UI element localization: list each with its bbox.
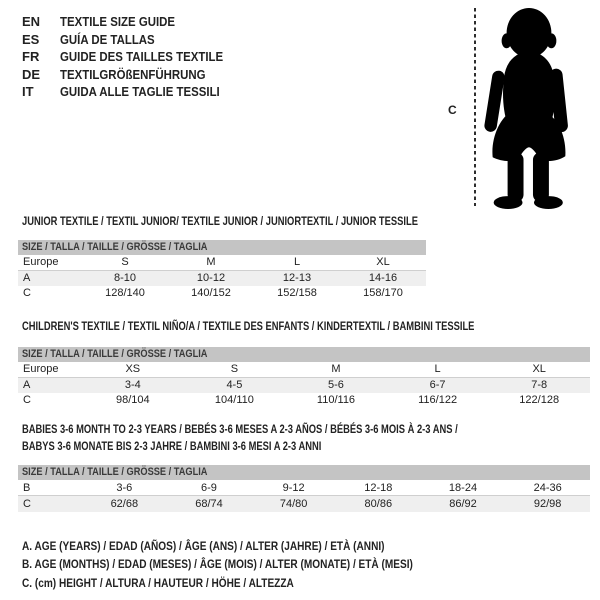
table-cell: 128/140: [105, 287, 145, 299]
table-cell: 3-4: [124, 378, 141, 391]
language-title: GUIDE DES TAILLES TEXTILE: [60, 49, 224, 64]
table-cell: 152/158: [277, 287, 317, 299]
table-cell: 3-6: [116, 482, 133, 494]
table-cell: S: [230, 363, 239, 375]
table-cell: 9-12: [282, 482, 305, 494]
table-cell: 98/104: [115, 394, 150, 406]
row-label: A: [23, 378, 31, 391]
table-cell: 80/86: [364, 498, 393, 510]
children-size-table: SIZE / TALLA / TAILLE / GRÖSSE / TAGLIA …: [18, 347, 590, 409]
table-cell: 5-6: [328, 378, 344, 391]
height-dashed-line: [474, 8, 476, 206]
table-cell: L: [434, 363, 441, 375]
language-code: ES: [22, 31, 40, 47]
table-cell: 62/68: [110, 498, 139, 510]
junior-size-table: SIZE / TALLA / TAILLE / GRÖSSE / TAGLIA …: [18, 240, 426, 302]
footnote-b: B. AGE (MONTHS) / EDAD (MESES) / ÂGE (MO…: [22, 557, 413, 572]
height-c-label: C: [448, 103, 457, 117]
row-label: A: [23, 271, 31, 284]
table-cell: S: [121, 256, 129, 268]
table-row: Europe S M L XL: [18, 255, 426, 271]
children-table-title: CHILDREN'S TEXTILE / TEXTIL NIÑO/A / TEX…: [22, 319, 475, 333]
size-header-bar: SIZE / TALLA / TAILLE / GRÖSSE / TAGLIA: [18, 240, 426, 255]
table-cell: 158/170: [363, 287, 403, 299]
language-code: EN: [22, 14, 41, 29]
table-cell: XL: [532, 363, 546, 375]
table-row: B 3-6 6-9 9-12 12-18 18-24 24-36: [18, 480, 590, 496]
table-cell: 116/122: [418, 394, 458, 406]
table-row: C 62/68 68/74 74/80 80/86 86/92 92/98: [18, 496, 590, 512]
table-cell: M: [331, 363, 341, 375]
language-title: GUIDA ALLE TAGLIE TESSILI: [60, 84, 220, 99]
size-header-bar: SIZE / TALLA / TAILLE / GRÖSSE / TAGLIA: [18, 347, 590, 362]
table-cell: 86/92: [449, 498, 477, 510]
language-code: IT: [22, 84, 34, 99]
row-label: C: [23, 498, 31, 510]
table-row: A 3-4 4-5 5-6 6-7 7-8: [18, 377, 590, 393]
language-row: DE TEXTILGRÖßENFÜHRUNG: [22, 66, 245, 84]
table-cell: 6-7: [429, 378, 446, 391]
table-cell: XS: [125, 363, 141, 375]
table-cell: 12-18: [364, 482, 393, 494]
table-cell: 140/152: [191, 287, 231, 299]
table-cell: 110/116: [316, 394, 356, 406]
table-cell: 92/98: [533, 498, 562, 510]
table-cell: 4-5: [226, 378, 243, 391]
row-label: C: [23, 287, 31, 299]
table-cell: 8-10: [113, 271, 137, 284]
size-header-bar: SIZE / TALLA / TAILLE / GRÖSSE / TAGLIA: [18, 465, 590, 480]
table-cell: L: [293, 256, 301, 268]
language-title: TEXTILE SIZE GUIDE: [60, 14, 176, 29]
footnote-a: A. AGE (YEARS) / EDAD (AÑOS) / ÂGE (ANS)…: [22, 539, 385, 553]
language-title: GUÍA DE TALLAS: [60, 31, 155, 47]
table-row: C 98/104 104/110 110/116 116/122 122/128: [18, 393, 590, 409]
table-cell: 12-13: [282, 271, 312, 284]
babies-table-title: BABIES 3-6 MONTH TO 2-3 YEARS / BEBÉS 3-…: [22, 422, 458, 453]
language-title-list: EN TEXTILE SIZE GUIDE ES GUÍA DE TALLAS FR…: [22, 13, 245, 101]
table-cell: 122/128: [519, 394, 560, 406]
table-cell: 7-8: [531, 378, 548, 391]
junior-table-title: JUNIOR TEXTILE / TEXTIL JUNIOR/ TEXTILE …: [22, 214, 418, 228]
table-row: Europe XS S M L XL: [18, 362, 590, 378]
table-cell: 74/80: [279, 498, 308, 510]
table-cell: 14-16: [368, 271, 398, 284]
table-row: C 128/140 140/152 152/158 158/170: [18, 286, 426, 302]
language-row: EN TEXTILE SIZE GUIDE: [22, 13, 245, 31]
babies-size-table: SIZE / TALLA / TAILLE / GRÖSSE / TAGLIA …: [18, 465, 590, 512]
row-label: Europe: [23, 256, 59, 268]
baby-silhouette-icon: [484, 7, 568, 210]
table-cell: 68/74: [195, 498, 223, 510]
language-code: DE: [22, 66, 41, 82]
table-cell: 6-9: [201, 482, 217, 494]
row-label: Europe: [23, 363, 59, 375]
row-label: B: [23, 482, 31, 494]
language-code: FR: [22, 49, 40, 64]
table-cell: 24-36: [533, 482, 562, 494]
footnotes: A. AGE (YEARS) / EDAD (AÑOS) / ÂGE (ANS)…: [22, 537, 487, 592]
footnote-c: C. (cm) HEIGHT / ALTURA / HAUTEUR / HÖHE…: [22, 575, 294, 590]
language-row: ES GUÍA DE TALLAS: [22, 31, 245, 49]
language-row: FR GUIDE DES TAILLES TEXTILE: [22, 48, 245, 66]
table-cell: 18-24: [448, 482, 478, 494]
table-cell: 104/110: [214, 394, 254, 406]
table-row: A 8-10 10-12 12-13 14-16: [18, 270, 426, 286]
row-label: C: [23, 394, 31, 406]
table-cell: 10-12: [196, 271, 226, 284]
table-cell: M: [206, 256, 216, 268]
table-cell: XL: [376, 256, 390, 268]
language-title: TEXTILGRÖßENFÜHRUNG: [60, 66, 206, 82]
language-row: IT GUIDA ALLE TAGLIE TESSILI: [22, 83, 245, 101]
